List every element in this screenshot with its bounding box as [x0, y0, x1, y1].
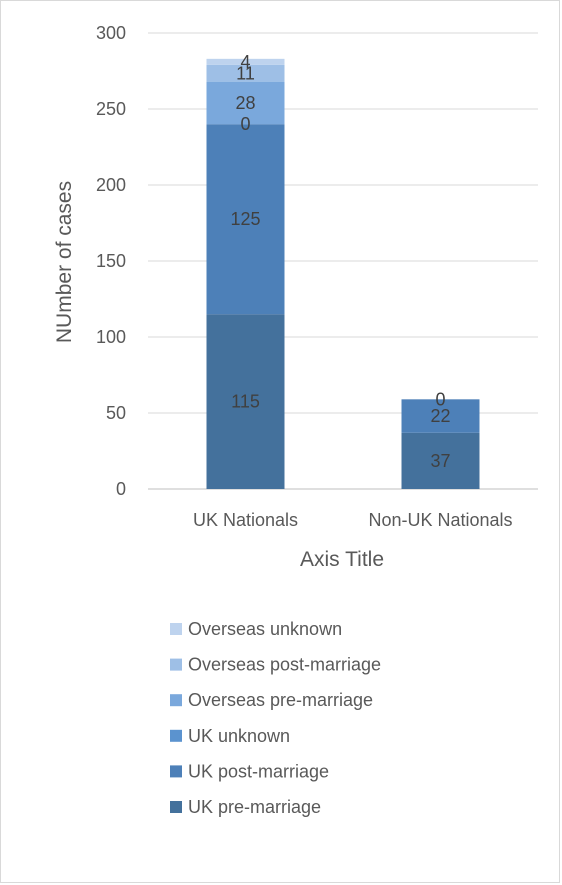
y-tick-label: 300: [96, 23, 126, 43]
bar-segment: [206, 314, 285, 489]
legend-item: Overseas unknown: [170, 619, 342, 639]
legend-label: Overseas post-marriage: [188, 655, 381, 675]
bar-segment: [401, 399, 480, 433]
data-label: 125: [230, 209, 260, 229]
legend-item: UK post-marriage: [170, 761, 329, 781]
data-label: 28: [235, 93, 255, 113]
legend: Overseas unknown Overseas post-marriage Ov…: [170, 619, 381, 817]
y-tick-label: 200: [96, 175, 126, 195]
x-tick-label: UK Nationals: [193, 510, 298, 530]
legend-item: UK pre-marriage: [170, 797, 321, 817]
legend-label: UK post-marriage: [188, 761, 329, 781]
bar-segment: [206, 64, 285, 82]
y-axis-title: NUmber of cases: [53, 181, 76, 343]
x-axis-title: Axis Title: [300, 548, 384, 571]
bar-segment: [401, 432, 480, 489]
legend-label: Overseas pre-marriage: [188, 690, 373, 710]
legend-item: Overseas post-marriage: [170, 655, 381, 675]
legend-swatch: [170, 765, 182, 778]
data-label: 0: [240, 114, 250, 134]
data-label: 11: [236, 63, 255, 83]
bar-segment: [206, 58, 285, 65]
x-tick-label: Non-UK Nationals: [368, 510, 512, 530]
legend-item: UK unknown: [170, 726, 290, 746]
legend-swatch: [170, 729, 182, 742]
y-axis-ticks: 0 50 100 150 200 250 300: [96, 23, 126, 499]
legend-swatch: [170, 694, 182, 707]
x-axis-ticks: UK Nationals Non-UK Nationals: [193, 510, 513, 530]
legend-item: Overseas pre-marriage: [170, 690, 373, 710]
bar-segment: [206, 124, 285, 315]
data-label: 4: [240, 52, 250, 72]
y-tick-label: 50: [106, 403, 126, 423]
legend-label: UK pre-marriage: [188, 797, 321, 817]
data-label: 115: [231, 392, 260, 412]
legend-label: UK unknown: [188, 726, 290, 746]
y-tick-label: 150: [96, 251, 126, 271]
legend-swatch: [170, 623, 182, 635]
bar-segment: [206, 81, 285, 125]
y-tick-label: 0: [116, 479, 126, 499]
legend-swatch: [170, 801, 182, 813]
legend-swatch: [170, 658, 182, 671]
y-tick-label: 100: [96, 327, 126, 347]
legend-label: Overseas unknown: [188, 619, 342, 639]
y-tick-label: 250: [96, 99, 126, 119]
bars: [206, 58, 480, 489]
data-label: 0: [435, 389, 445, 409]
data-label: 22: [430, 406, 450, 426]
data-label: 37: [430, 451, 450, 471]
